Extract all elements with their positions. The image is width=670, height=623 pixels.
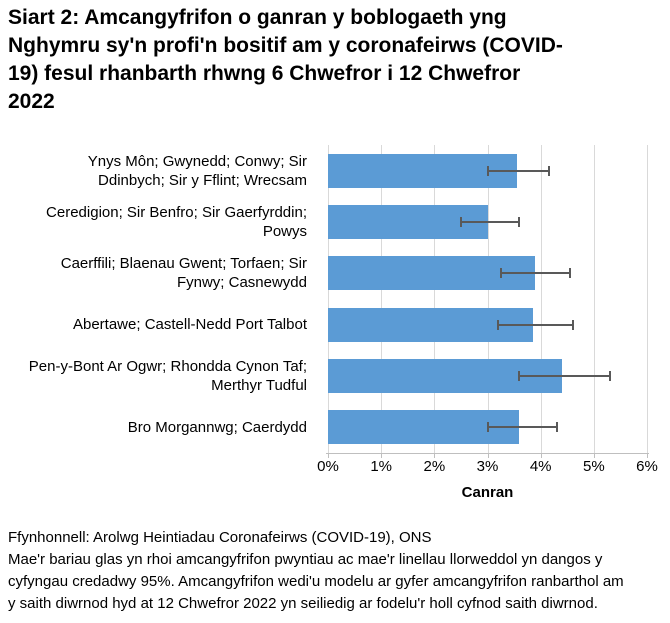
gridline — [434, 145, 436, 453]
error-bar — [498, 323, 573, 326]
category-label-line: Fynwy; Casnewydd — [176, 274, 307, 292]
error-bar — [460, 221, 520, 223]
x-axis-tick — [540, 454, 542, 458]
error-bar-cap-high — [555, 422, 558, 433]
category-label: Ceredigion; Sir Benfro; Sir Gaerfyrddin;… — [0, 196, 318, 247]
x-tick-label: 0% — [317, 458, 339, 475]
x-axis-tick — [593, 454, 595, 458]
category-label-line: Caerffili; Blaenau Gwent; Torfaen; Sir — [60, 255, 307, 273]
error-bar-cap-low — [486, 165, 489, 176]
gridline — [647, 145, 648, 453]
footnote-line: y saith diwrnod hyd at 12 Chwefror 2022 … — [8, 595, 598, 612]
error-bar-cap-high — [518, 217, 521, 227]
category-label-line: Ynys Môn; Gwynedd; Conwy; Sir — [87, 152, 307, 170]
footnote-line: cyfyngau credadwy 95%. Amcangyfrifon wed… — [8, 573, 624, 590]
chart-title-line: Siart 2: Amcangyfrifon o ganran y boblog… — [8, 6, 507, 29]
x-axis-tick — [434, 454, 436, 458]
gridline — [381, 145, 383, 453]
error-bar-cap-high — [568, 268, 571, 279]
x-axis-line — [326, 453, 649, 454]
category-label: Pen-y-Bont Ar Ogwr; Rhondda Cynon Taf; Me… — [0, 350, 318, 401]
gridline — [593, 145, 595, 453]
error-bar — [519, 375, 610, 377]
category-label: Bro Morgannwg; Caerdydd — [0, 402, 318, 453]
x-tick-label: 6% — [636, 458, 658, 475]
gridline — [487, 145, 489, 453]
error-bar-cap-low — [486, 422, 489, 433]
x-tick-label: 4% — [529, 458, 552, 475]
x-tick-label: 2% — [423, 458, 446, 475]
error-bar — [487, 169, 549, 172]
x-axis-title: Canran — [461, 484, 514, 501]
error-bar-cap-low — [497, 319, 500, 330]
x-axis-tick — [487, 454, 489, 458]
error-bar — [500, 272, 570, 275]
error-bar-cap-high — [571, 319, 574, 330]
category-label-line: Pen-y-Bont Ar Ogwr; Rhondda Cynon Taf; — [28, 357, 307, 375]
chart-title: Siart 2: Amcangyfrifon o ganran y boblog… — [8, 4, 664, 116]
chart-title-line: 2022 — [8, 90, 55, 113]
category-label-line: Merthyr Tudful — [211, 376, 307, 394]
x-tick-label: 1% — [370, 458, 392, 475]
error-bar — [487, 426, 557, 429]
gridline — [540, 145, 542, 453]
chart-title-line: Nghymru sy'n profi'n bositif am y corona… — [8, 34, 563, 57]
x-tick-label: 3% — [476, 458, 499, 475]
chart-title-line: 19) fesul rhanbarth rhwng 6 Chwefror i 1… — [8, 62, 521, 85]
error-bar-cap-low — [518, 371, 521, 381]
chart-footer: Ffynhonnell: Arolwg Heintiadau Coronafei… — [8, 527, 666, 615]
x-tick-label: 5% — [582, 458, 605, 475]
gridline — [328, 145, 329, 453]
footnote-line: Mae'r bariau glas yn rhoi amcangyfrifon … — [8, 551, 603, 568]
x-axis-tick — [381, 454, 383, 458]
category-label-line: Ceredigion; Sir Benfro; Sir Gaerfyrddin; — [46, 203, 307, 221]
category-label: Caerffili; Blaenau Gwent; Torfaen; Sir Fy… — [0, 248, 318, 299]
source-text: Ffynhonnell: Arolwg Heintiadau Coronafei… — [8, 529, 432, 546]
error-bar-cap-low — [459, 217, 462, 227]
category-label-line: Powys — [262, 222, 307, 240]
category-label: Abertawe; Castell-Nedd Port Talbot — [0, 299, 318, 350]
error-bar-cap-high — [608, 371, 611, 381]
x-axis-tick — [328, 454, 329, 458]
category-label-line: Abertawe; Castell-Nedd Port Talbot — [72, 316, 307, 334]
x-axis-tick — [647, 454, 648, 458]
category-label: Ynys Môn; Gwynedd; Conwy; Sir Ddinbych; S… — [0, 145, 318, 196]
error-bar-cap-high — [547, 165, 550, 176]
bar — [328, 153, 517, 188]
error-bar-cap-low — [499, 268, 502, 279]
category-label-line: Ddinbych; Sir y Fflint; Wrecsam — [98, 171, 307, 189]
category-label-line: Bro Morgannwg; Caerdydd — [127, 418, 307, 436]
